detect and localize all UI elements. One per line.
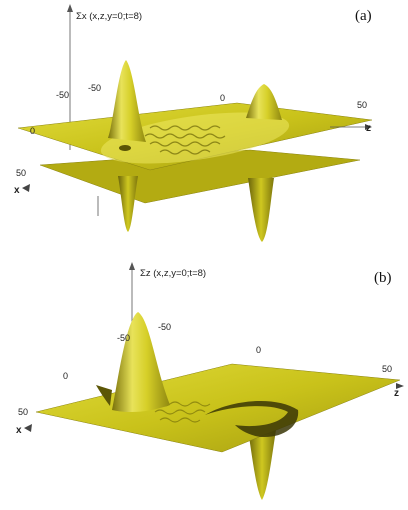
- vertical-axis-arrow-b: [129, 262, 135, 270]
- panel-b: Σz (x,z,y=0;t=8) (b) -50 -50 0 50 0 50 z: [16, 262, 404, 500]
- peak-shadow-b: [96, 385, 112, 406]
- z-label-b: Σz (x,z,y=0;t=8): [140, 268, 206, 279]
- panel-label-b: (b): [374, 270, 392, 286]
- x-tick-b-zero: 0: [63, 371, 68, 381]
- negative-peak-b: [248, 430, 276, 500]
- z-tick-a-min-2: -50: [88, 83, 101, 93]
- z-axis-label-a: z: [366, 123, 371, 134]
- positive-peak-left-a: [108, 60, 146, 142]
- z-tick-b-min-2: -50: [158, 322, 171, 332]
- vertical-axis-arrow-a: [67, 4, 73, 12]
- ripples-a: [144, 125, 226, 155]
- z-tick-b-max: 50: [382, 364, 392, 374]
- z-label-a: Σx (x,z,y=0;t=8): [76, 11, 142, 22]
- panel-label-a: (a): [355, 8, 372, 24]
- ring-a: [100, 112, 290, 164]
- z-tick-a-max: 50: [357, 100, 367, 110]
- z-tick-b-zero: 0: [256, 345, 261, 355]
- x-axis-b: x: [16, 424, 32, 436]
- upper-plane-hole-a: [119, 145, 131, 151]
- x-tick-a-zero: 0: [30, 126, 35, 136]
- negative-peak-left-a: [118, 176, 138, 232]
- panel-a: Σx (x,z,y=0;t=8) (a) -50 -50 0 50 0 50: [14, 4, 373, 242]
- trough-b: [205, 400, 299, 438]
- z-tick-b-min: -50: [117, 333, 130, 343]
- positive-peak-b: [112, 312, 170, 413]
- z-tick-a-zero: 0: [220, 93, 225, 103]
- x-axis-label-b: x: [16, 425, 22, 436]
- z-axis-b: z: [394, 383, 404, 399]
- positive-peak-right-a: [246, 84, 282, 120]
- x-tick-a-max: 50: [16, 168, 26, 178]
- x-axis-label-a: x: [14, 185, 20, 196]
- z-tick-a-min: -50: [56, 90, 69, 100]
- x-axis-a: x: [14, 184, 30, 196]
- plane-b: [35, 363, 401, 453]
- negative-peak-right-a: [248, 178, 274, 242]
- z-axis-label-b: z: [394, 388, 399, 399]
- x-tick-b-max: 50: [18, 407, 28, 417]
- z-axis-a: z: [330, 123, 372, 134]
